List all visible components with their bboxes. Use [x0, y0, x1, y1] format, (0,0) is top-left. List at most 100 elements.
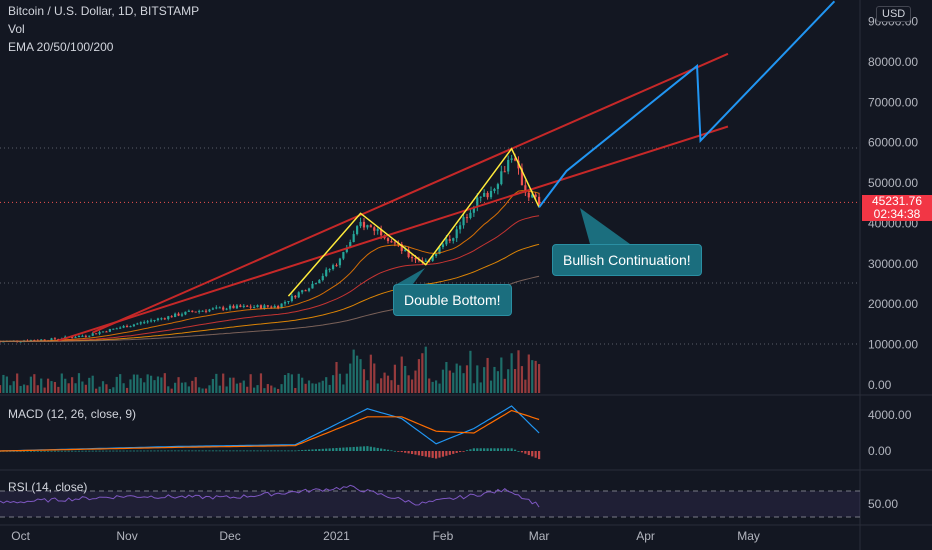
volume-bar — [328, 384, 331, 393]
macd-hist-bar — [335, 447, 338, 451]
macd-hist-bar — [534, 451, 537, 458]
macd-histogram-group — [0, 446, 541, 460]
ema-legend[interactable]: EMA 20/50/100/200 — [8, 40, 114, 54]
candle-body — [462, 217, 465, 226]
macd-hist-bar — [67, 450, 70, 452]
volume-bar — [95, 388, 98, 393]
candle-body — [486, 192, 489, 198]
volume-bar — [228, 377, 232, 393]
candle-body — [177, 313, 180, 316]
volume-bar — [373, 363, 376, 393]
bullish-pointer — [580, 208, 630, 244]
volume-bar — [29, 376, 33, 393]
ema-20-line — [0, 190, 540, 342]
time-axis-label: Nov — [116, 529, 137, 543]
candle-body — [307, 288, 311, 291]
volume-bar — [527, 354, 530, 393]
candle-body — [81, 335, 84, 337]
volume-bar — [537, 364, 541, 393]
macd-hist-bar — [170, 450, 173, 452]
candle-body — [356, 226, 359, 235]
volume-bar — [91, 375, 94, 393]
volume-bar — [472, 383, 475, 393]
macd-hist-bar — [139, 450, 142, 452]
candle-body — [393, 242, 396, 244]
macd-hist-bar — [149, 450, 153, 452]
macd-legend[interactable]: MACD (12, 26, close, 9) — [8, 407, 137, 421]
double-bottom-callout[interactable]: Double Bottom! — [393, 284, 512, 316]
candle-body — [40, 339, 43, 341]
bullish-continuation-callout[interactable]: Bullish Continuation! — [552, 244, 702, 276]
time-axis-label: Mar — [529, 529, 550, 543]
volume-bar — [445, 362, 448, 393]
time-axis-label: Oct — [11, 529, 30, 543]
symbol-title[interactable]: Bitcoin / U.S. Dollar, 1D, BITSTAMP — [8, 4, 200, 18]
candle-body — [297, 292, 300, 298]
volume-bar — [383, 372, 386, 393]
candle-body — [74, 337, 77, 339]
vol-legend[interactable]: Vol — [8, 22, 25, 36]
volume-bar — [105, 384, 108, 393]
volume-bar — [476, 365, 479, 393]
candle-body — [500, 171, 503, 185]
volume-bar — [222, 373, 225, 393]
volume-bar — [421, 353, 424, 393]
volume-bar — [180, 382, 184, 393]
price-axis-label: 10000.00 — [868, 338, 918, 352]
candle-body — [424, 260, 427, 262]
rsi-legend[interactable]: RSI (14, close) — [8, 480, 88, 494]
macd-hist-bar — [321, 448, 324, 451]
macd-hist-bar — [273, 450, 276, 452]
macd-hist-bar — [287, 450, 290, 452]
macd-hist-bar — [359, 446, 362, 451]
volume-bar — [252, 387, 256, 393]
candle-body — [249, 306, 252, 308]
candle-body — [53, 338, 57, 340]
volume-bar — [486, 357, 489, 393]
macd-hist-bar — [119, 450, 122, 452]
candle-body — [129, 326, 132, 328]
candle-body — [84, 335, 87, 337]
macd-axis-label: 4000.00 — [868, 408, 912, 422]
candle-body — [287, 300, 290, 303]
volume-bar — [143, 382, 146, 393]
candle-body — [325, 269, 328, 276]
volume-bar — [249, 374, 252, 393]
macd-hist-bar — [290, 450, 293, 452]
volume-bar — [43, 387, 46, 393]
volume-bar — [287, 373, 290, 393]
macd-hist-bar — [280, 450, 283, 452]
candle-body — [294, 295, 297, 298]
macd-hist-bar — [520, 451, 524, 453]
macd-hist-bar — [232, 450, 235, 452]
volume-bar — [280, 384, 283, 393]
macd-hist-bar — [88, 450, 91, 452]
volume-bar — [270, 385, 273, 393]
macd-hist-bar — [527, 451, 530, 456]
price-axis-label: 50000.00 — [868, 176, 918, 190]
macd-hist-bar — [537, 451, 541, 460]
macd-hist-bar — [331, 448, 335, 451]
time-axis-label: 2021 — [323, 529, 350, 543]
macd-hist-bar — [417, 451, 421, 456]
macd-hist-bar — [46, 450, 50, 452]
volume-bar — [349, 363, 352, 393]
candle-body — [400, 244, 403, 251]
volume-bar — [428, 378, 431, 393]
candle-body — [452, 238, 455, 241]
candle-body — [345, 248, 348, 253]
volume-bar — [438, 383, 441, 393]
macd-hist-bar — [397, 451, 400, 452]
macd-hist-bar — [194, 450, 197, 452]
candle-body — [222, 307, 225, 310]
macd-hist-bar — [455, 451, 458, 453]
candle-body — [465, 217, 469, 219]
macd-hist-bar — [53, 450, 57, 452]
currency-badge[interactable]: USD — [876, 6, 912, 22]
candle-body — [503, 171, 506, 173]
macd-hist-bar — [414, 451, 417, 455]
macd-hist-bar — [129, 450, 132, 452]
volume-bar — [366, 380, 369, 393]
volume-bar — [314, 383, 318, 393]
